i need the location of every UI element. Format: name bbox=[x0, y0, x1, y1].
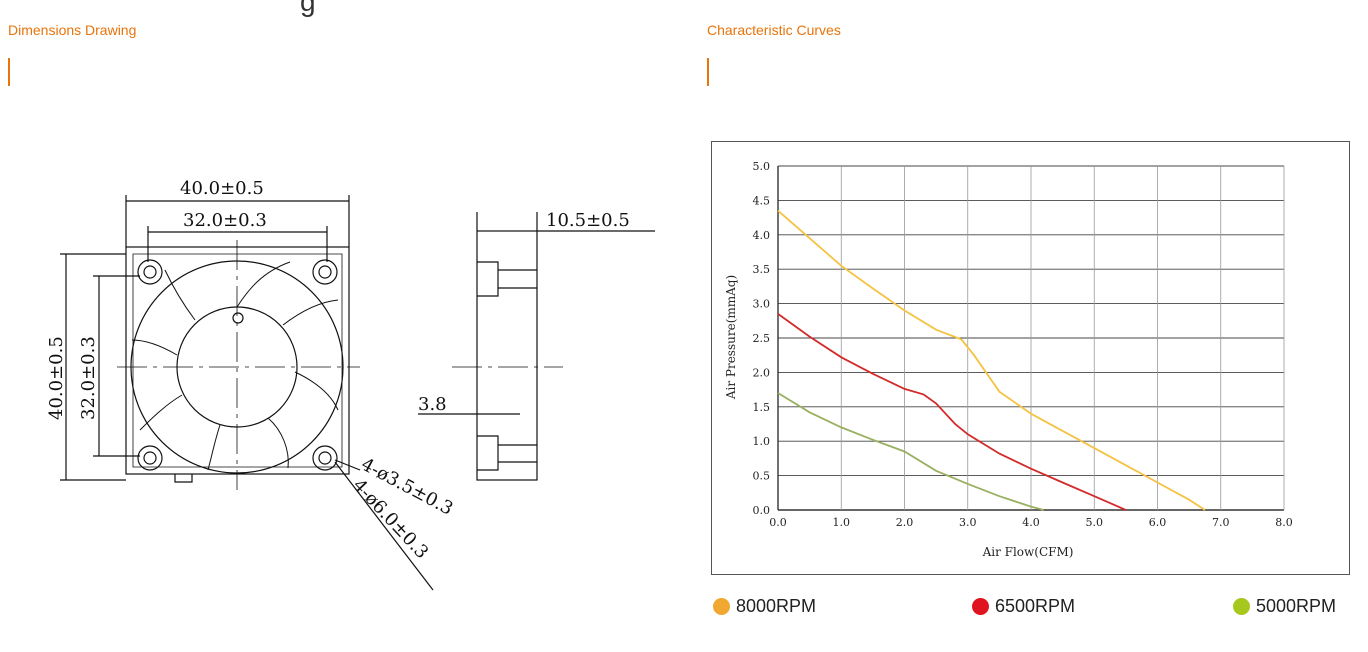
mounting-hole-bl bbox=[137, 445, 163, 471]
dim-thickness: 10.5±0.5 bbox=[546, 210, 630, 231]
x-tick-label: 0.0 bbox=[769, 516, 787, 529]
y-tick-label: 2.5 bbox=[753, 332, 771, 345]
cropped-heading-fragment: g bbox=[300, 0, 316, 17]
mounting-hole-br bbox=[312, 445, 338, 471]
legend-item-5000rpm: 5000RPM bbox=[1233, 596, 1336, 617]
y-tick-label: 4.0 bbox=[753, 229, 771, 242]
y-tick-label: 1.5 bbox=[753, 401, 771, 414]
left-accent-bar bbox=[8, 58, 10, 86]
x-tick-label: 5.0 bbox=[1086, 516, 1104, 529]
dimensions-drawing-title: Dimensions Drawing bbox=[8, 22, 137, 38]
legend-dot-icon bbox=[972, 598, 989, 615]
right-accent-bar bbox=[707, 58, 709, 86]
dim-offset: 3.8 bbox=[418, 394, 447, 415]
dim-overall-height: 40.0±0.5 bbox=[46, 336, 67, 420]
x-tick-label: 2.0 bbox=[896, 516, 914, 529]
x-tick-label: 6.0 bbox=[1149, 516, 1167, 529]
legend-label: 8000RPM bbox=[736, 596, 817, 616]
characteristic-curves-chart-frame: 0.0 0.5 1.0 1.5 2.0 2.5 3.0 3.5 4.0 4.5 5.0 0.0 1.0 2… bbox=[711, 141, 1350, 575]
mounting-hole-tl bbox=[137, 259, 163, 285]
fan-side-view bbox=[476, 230, 538, 481]
y-tick-label: 4.5 bbox=[753, 194, 771, 207]
x-tick-label: 8.0 bbox=[1275, 516, 1293, 529]
y-tick-label: 2.0 bbox=[753, 366, 771, 379]
legend-dot-icon bbox=[1233, 598, 1250, 615]
dim-hole-spacing-h: 32.0±0.3 bbox=[183, 210, 267, 231]
x-tick-label: 3.0 bbox=[959, 516, 977, 529]
dim-overall-width: 40.0±0.5 bbox=[180, 178, 264, 199]
series-line-5000rpm bbox=[777, 392, 1044, 511]
legend-dot-icon bbox=[713, 598, 730, 615]
x-tick-label: 1.0 bbox=[833, 516, 851, 529]
series-line-6500rpm bbox=[777, 313, 1127, 511]
y-tick-label: 0.0 bbox=[753, 504, 771, 517]
x-axis-label: Air Flow(CFM) bbox=[982, 545, 1074, 559]
characteristic-curves-title: Characteristic Curves bbox=[707, 22, 841, 38]
legend-item-6500rpm: 6500RPM bbox=[972, 596, 1075, 617]
dimensions-drawing: 40.0±0.5 32.0±0.3 10.5±0.5 3.8 40.0±0.5 … bbox=[46, 178, 655, 591]
characteristic-curves-chart: 0.0 0.5 1.0 1.5 2.0 2.5 3.0 3.5 4.0 4.5 5.0 0.0 1.0 2… bbox=[724, 160, 1293, 559]
y-tick-label: 5.0 bbox=[753, 160, 771, 173]
legend-label: 5000RPM bbox=[1256, 596, 1337, 616]
series-line-8000rpm bbox=[777, 210, 1206, 511]
x-tick-label: 4.0 bbox=[1022, 516, 1040, 529]
y-tick-label: 3.0 bbox=[753, 298, 771, 311]
x-tick-label: 7.0 bbox=[1212, 516, 1230, 529]
mounting-hole-tr bbox=[312, 259, 338, 285]
dim-hole-spacing-v: 32.0±0.3 bbox=[78, 336, 99, 420]
fan-blades bbox=[131, 261, 339, 471]
legend-item-8000rpm: 8000RPM bbox=[713, 596, 816, 617]
y-tick-label: 3.5 bbox=[753, 263, 771, 276]
y-tick-label: 0.5 bbox=[753, 470, 771, 483]
legend-label: 6500RPM bbox=[995, 596, 1076, 616]
y-tick-label: 1.0 bbox=[753, 435, 771, 448]
fan-frame-outline bbox=[125, 246, 350, 475]
y-axis-label: Air Pressure(mmAq) bbox=[724, 275, 738, 400]
